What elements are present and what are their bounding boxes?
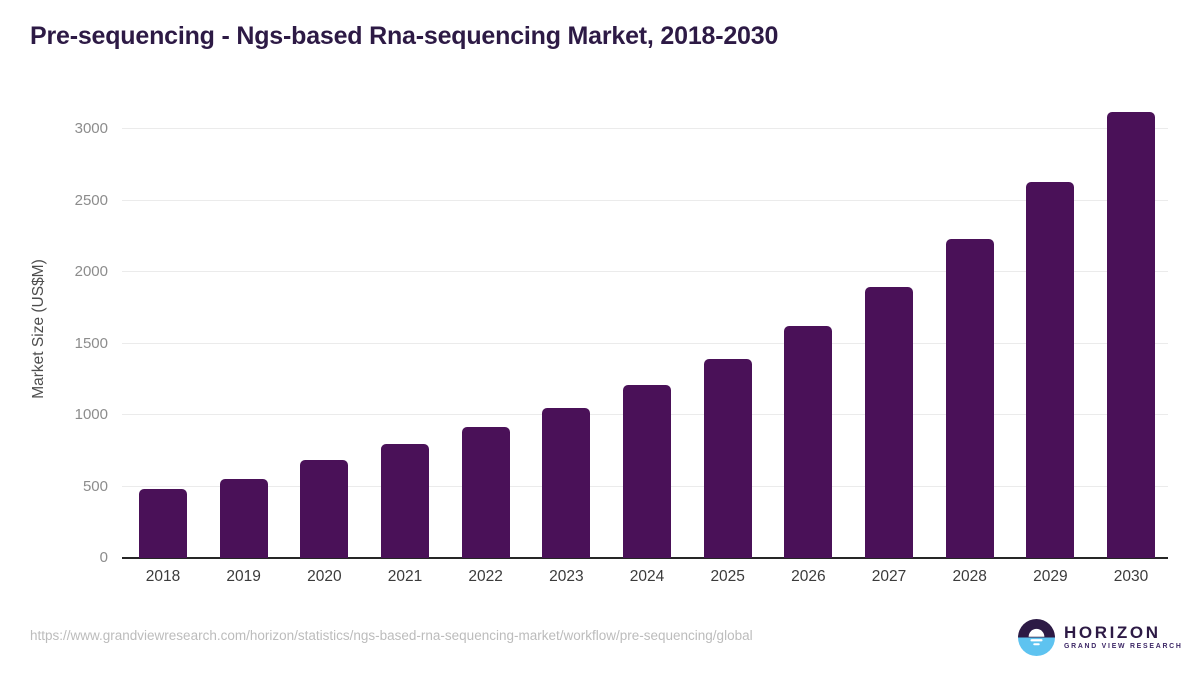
x-tick-label-2030: 2030	[1113, 568, 1149, 585]
x-tick-label-2023: 2023	[549, 568, 584, 585]
bar-2023	[542, 407, 591, 558]
bar-2025	[703, 358, 752, 558]
page-title: Pre-sequencing - Ngs-based Rna-sequencin…	[30, 22, 779, 50]
x-tick-label-2019: 2019	[226, 568, 261, 585]
logo-brand: HORIZON	[1064, 623, 1161, 642]
brand-logo: HORIZON GRAND VIEW RESEARCH	[1018, 619, 1183, 656]
y-tick-label-3000: 3000	[74, 120, 108, 137]
bar-2027	[865, 287, 914, 558]
x-tick-label-2028: 2028	[952, 568, 987, 585]
bar-2018	[139, 489, 187, 558]
gridline-2500	[122, 199, 1168, 201]
x-tick-label-2024: 2024	[629, 568, 665, 585]
y-tick-label-2500: 2500	[74, 191, 108, 209]
y-axis-title: Market Size (US$M)	[30, 259, 47, 399]
gridline-2000	[122, 271, 1168, 272]
logo-text: HORIZON GRAND VIEW RESEARCH	[1064, 623, 1183, 650]
gridline-3000	[122, 128, 1168, 129]
x-tick-label-2021: 2021	[387, 568, 423, 585]
bar-2029	[1026, 181, 1075, 558]
x-tick-label-2027: 2027	[871, 568, 907, 585]
y-tick-label-2000: 2000	[74, 263, 108, 280]
bar-2026	[784, 325, 833, 558]
horizon-sun-icon	[1018, 619, 1055, 656]
y-tick-label-0: 0	[99, 549, 108, 566]
x-tick-label-2018: 2018	[145, 568, 181, 585]
plot-area: 0 500 1000 1500 2000 2500 3000 2018 2019 2020 2021…	[75, 100, 1168, 585]
bar-2022	[461, 427, 510, 558]
bar-2021	[381, 443, 429, 558]
bar-2028	[945, 239, 994, 558]
y-tick-label-500: 500	[82, 477, 108, 495]
x-tick-label-2022: 2022	[468, 568, 503, 585]
bar-2020	[300, 460, 349, 558]
source-url: https://www.grandviewresearch.com/horizo…	[30, 628, 753, 643]
bar-2024	[623, 384, 672, 558]
x-tick-label-2020: 2020	[307, 568, 342, 585]
x-axis-line	[122, 557, 1168, 559]
bar-2019	[219, 479, 268, 558]
y-tick-label-1500: 1500	[74, 334, 108, 352]
x-tick-label-2029: 2029	[1033, 568, 1068, 585]
bar-2030	[1107, 111, 1156, 558]
gridline-1500	[122, 342, 1168, 344]
x-tick-label-2026: 2026	[791, 568, 826, 585]
x-tick-label-2025: 2025	[710, 568, 745, 585]
y-tick-label-1000: 1000	[74, 406, 108, 423]
logo-tagline: GRAND VIEW RESEARCH	[1064, 643, 1183, 650]
